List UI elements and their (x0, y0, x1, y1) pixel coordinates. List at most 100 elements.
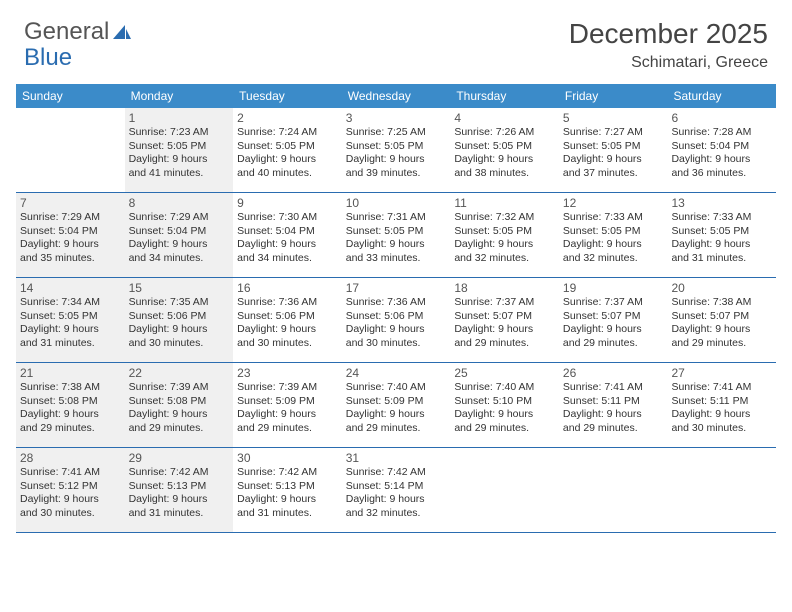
info-line: Sunrise: 7:35 AM (129, 296, 230, 310)
day-cell: 29Sunrise: 7:42 AMSunset: 5:13 PMDayligh… (125, 448, 234, 532)
info-line: Daylight: 9 hours (20, 408, 121, 422)
info-line: Sunrise: 7:40 AM (454, 381, 555, 395)
info-line: Daylight: 9 hours (129, 408, 230, 422)
empty-cell (559, 448, 668, 532)
empty-cell (450, 448, 559, 532)
info-line: Sunset: 5:05 PM (563, 225, 664, 239)
week-row: 7Sunrise: 7:29 AMSunset: 5:04 PMDaylight… (16, 193, 776, 278)
day-info: Sunrise: 7:42 AMSunset: 5:13 PMDaylight:… (129, 466, 230, 521)
header: General December 2025 Schimatari, Greece (0, 0, 792, 80)
info-line: Daylight: 9 hours (454, 238, 555, 252)
month-title: December 2025 (569, 18, 768, 50)
day-number: 29 (129, 451, 230, 465)
info-line: and 30 minutes. (346, 337, 447, 351)
info-line: Sunrise: 7:23 AM (129, 126, 230, 140)
info-line: Sunset: 5:13 PM (129, 480, 230, 494)
info-line: and 29 minutes. (454, 422, 555, 436)
info-line: Sunrise: 7:41 AM (671, 381, 772, 395)
day-header-thursday: Thursday (450, 84, 559, 108)
day-number: 22 (129, 366, 230, 380)
day-number: 8 (129, 196, 230, 210)
logo-text-2: Blue (24, 44, 72, 72)
day-number: 2 (237, 111, 338, 125)
day-cell: 12Sunrise: 7:33 AMSunset: 5:05 PMDayligh… (559, 193, 668, 277)
day-info: Sunrise: 7:39 AMSunset: 5:08 PMDaylight:… (129, 381, 230, 436)
info-line: Sunrise: 7:42 AM (346, 466, 447, 480)
info-line: Daylight: 9 hours (563, 238, 664, 252)
day-cell: 24Sunrise: 7:40 AMSunset: 5:09 PMDayligh… (342, 363, 451, 447)
info-line: Daylight: 9 hours (237, 493, 338, 507)
info-line: Daylight: 9 hours (20, 323, 121, 337)
info-line: Sunset: 5:05 PM (563, 140, 664, 154)
info-line: Sunset: 5:09 PM (346, 395, 447, 409)
day-info: Sunrise: 7:31 AMSunset: 5:05 PMDaylight:… (346, 211, 447, 266)
day-cell: 16Sunrise: 7:36 AMSunset: 5:06 PMDayligh… (233, 278, 342, 362)
calendar: SundayMondayTuesdayWednesdayThursdayFrid… (16, 84, 776, 533)
info-line: Sunset: 5:05 PM (20, 310, 121, 324)
info-line: Sunset: 5:04 PM (129, 225, 230, 239)
info-line: Sunrise: 7:29 AM (20, 211, 121, 225)
info-line: Sunrise: 7:42 AM (237, 466, 338, 480)
info-line: Sunset: 5:12 PM (20, 480, 121, 494)
week-row: 1Sunrise: 7:23 AMSunset: 5:05 PMDaylight… (16, 108, 776, 193)
day-header-monday: Monday (125, 84, 234, 108)
info-line: Daylight: 9 hours (454, 408, 555, 422)
day-cell: 26Sunrise: 7:41 AMSunset: 5:11 PMDayligh… (559, 363, 668, 447)
week-row: 21Sunrise: 7:38 AMSunset: 5:08 PMDayligh… (16, 363, 776, 448)
day-info: Sunrise: 7:28 AMSunset: 5:04 PMDaylight:… (671, 126, 772, 181)
info-line: Sunset: 5:06 PM (237, 310, 338, 324)
info-line: Sunrise: 7:34 AM (20, 296, 121, 310)
day-cell: 19Sunrise: 7:37 AMSunset: 5:07 PMDayligh… (559, 278, 668, 362)
info-line: and 33 minutes. (346, 252, 447, 266)
day-cell: 17Sunrise: 7:36 AMSunset: 5:06 PMDayligh… (342, 278, 451, 362)
info-line: Sunset: 5:05 PM (454, 225, 555, 239)
day-info: Sunrise: 7:26 AMSunset: 5:05 PMDaylight:… (454, 126, 555, 181)
info-line: Daylight: 9 hours (129, 493, 230, 507)
day-cell: 18Sunrise: 7:37 AMSunset: 5:07 PMDayligh… (450, 278, 559, 362)
day-number: 30 (237, 451, 338, 465)
info-line: Sunset: 5:07 PM (671, 310, 772, 324)
info-line: Sunset: 5:08 PM (20, 395, 121, 409)
day-info: Sunrise: 7:38 AMSunset: 5:08 PMDaylight:… (20, 381, 121, 436)
info-line: Sunrise: 7:39 AM (129, 381, 230, 395)
day-cell: 25Sunrise: 7:40 AMSunset: 5:10 PMDayligh… (450, 363, 559, 447)
day-cell: 8Sunrise: 7:29 AMSunset: 5:04 PMDaylight… (125, 193, 234, 277)
day-header-sunday: Sunday (16, 84, 125, 108)
day-header-wednesday: Wednesday (342, 84, 451, 108)
info-line: Sunset: 5:05 PM (346, 140, 447, 154)
info-line: and 34 minutes. (129, 252, 230, 266)
info-line: and 29 minutes. (237, 422, 338, 436)
info-line: Sunrise: 7:31 AM (346, 211, 447, 225)
info-line: Sunrise: 7:39 AM (237, 381, 338, 395)
info-line: Sunset: 5:05 PM (129, 140, 230, 154)
info-line: and 40 minutes. (237, 167, 338, 181)
info-line: Sunrise: 7:36 AM (346, 296, 447, 310)
info-line: and 32 minutes. (346, 507, 447, 521)
info-line: Daylight: 9 hours (563, 323, 664, 337)
day-cell: 7Sunrise: 7:29 AMSunset: 5:04 PMDaylight… (16, 193, 125, 277)
info-line: Sunrise: 7:41 AM (563, 381, 664, 395)
info-line: Daylight: 9 hours (237, 408, 338, 422)
info-line: Sunrise: 7:25 AM (346, 126, 447, 140)
info-line: Sunset: 5:06 PM (346, 310, 447, 324)
info-line: and 32 minutes. (563, 252, 664, 266)
info-line: Sunset: 5:11 PM (563, 395, 664, 409)
day-cell: 23Sunrise: 7:39 AMSunset: 5:09 PMDayligh… (233, 363, 342, 447)
info-line: and 32 minutes. (454, 252, 555, 266)
info-line: Sunrise: 7:33 AM (563, 211, 664, 225)
info-line: and 34 minutes. (237, 252, 338, 266)
info-line: and 29 minutes. (20, 422, 121, 436)
day-info: Sunrise: 7:24 AMSunset: 5:05 PMDaylight:… (237, 126, 338, 181)
day-cell: 2Sunrise: 7:24 AMSunset: 5:05 PMDaylight… (233, 108, 342, 192)
info-line: and 29 minutes. (346, 422, 447, 436)
location: Schimatari, Greece (569, 54, 768, 72)
info-line: Sunrise: 7:37 AM (454, 296, 555, 310)
info-line: Sunrise: 7:42 AM (129, 466, 230, 480)
info-line: Daylight: 9 hours (671, 153, 772, 167)
info-line: and 38 minutes. (454, 167, 555, 181)
day-cell: 20Sunrise: 7:38 AMSunset: 5:07 PMDayligh… (667, 278, 776, 362)
day-cell: 31Sunrise: 7:42 AMSunset: 5:14 PMDayligh… (342, 448, 451, 532)
info-line: Sunrise: 7:28 AM (671, 126, 772, 140)
info-line: Daylight: 9 hours (346, 493, 447, 507)
day-number: 26 (563, 366, 664, 380)
